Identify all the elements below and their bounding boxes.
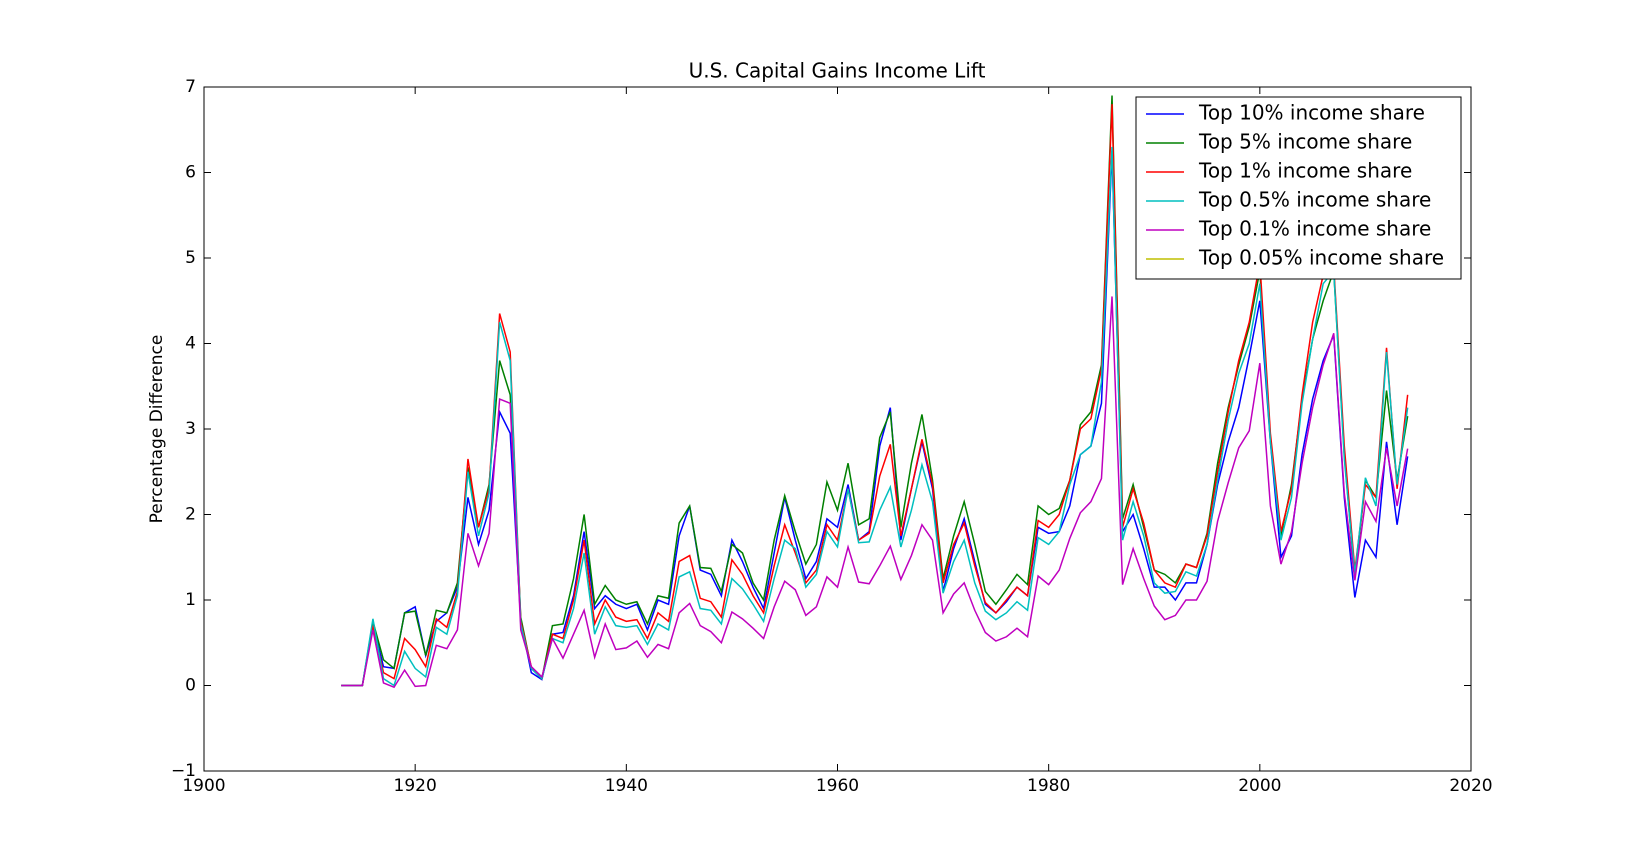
legend: Top 10% income share Top 5% income share T… xyxy=(1135,96,1462,280)
line-series xyxy=(341,296,1409,689)
y-tick-label: 5 xyxy=(185,248,196,268)
y-tick-label: 3 xyxy=(185,419,196,439)
legend-label: Top 0.1% income share xyxy=(1198,217,1431,241)
legend-box xyxy=(1135,96,1462,280)
y-tick-label: 6 xyxy=(185,163,196,183)
legend-label: Top 10% income share xyxy=(1198,101,1425,125)
y-tick-label: 2 xyxy=(185,505,196,525)
x-tick-label: 1940 xyxy=(605,776,648,796)
x-tick-label: 1980 xyxy=(1027,776,1070,796)
y-tick-label: 7 xyxy=(185,77,196,97)
x-tick-label: 1960 xyxy=(816,776,859,796)
x-tick-label: 2020 xyxy=(1449,776,1492,796)
y-tick-label: −1 xyxy=(171,761,196,781)
legend-label: Top 0.05% income share xyxy=(1198,246,1444,270)
legend-label: Top 0.5% income share xyxy=(1198,188,1431,212)
x-tick-label: 2000 xyxy=(1238,776,1281,796)
legend-label: Top 5% income share xyxy=(1198,130,1412,154)
legend-label: Top 1% income share xyxy=(1198,159,1412,183)
chart-title: U.S. Capital Gains Income Lift xyxy=(689,59,986,83)
y-tick-label: 0 xyxy=(185,676,196,696)
y-tick-label: 1 xyxy=(185,590,196,610)
x-tick-label: 1900 xyxy=(182,776,225,796)
y-axis-label: Percentage Difference xyxy=(147,335,167,524)
y-tick-label: 4 xyxy=(185,334,196,354)
x-tick-label: 1920 xyxy=(394,776,437,796)
